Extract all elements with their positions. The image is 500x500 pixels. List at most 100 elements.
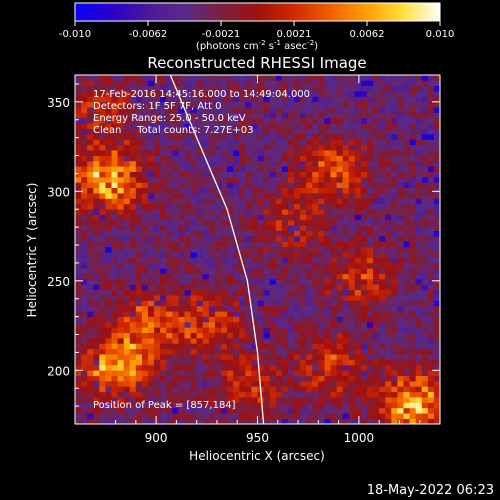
heatmap-cell [373, 160, 380, 167]
heatmap-cell [233, 364, 240, 371]
heatmap-cell [75, 418, 82, 424]
heatmap-cell [202, 311, 210, 317]
heatmap-cell [148, 139, 155, 146]
heatmap-cell [141, 391, 149, 398]
heatmap-cell [433, 128, 440, 135]
heatmap-cell [348, 295, 356, 301]
heatmap-cell [397, 236, 404, 242]
heatmap-cell [87, 375, 94, 382]
heatmap-cell [269, 182, 277, 189]
heatmap-cell [403, 418, 410, 424]
heatmap-cell [287, 370, 295, 376]
heatmap-cell [318, 85, 325, 92]
heatmap-cell [379, 391, 386, 398]
heatmap-cell [166, 139, 173, 146]
heatmap-cell [287, 198, 295, 205]
heatmap-cell [354, 327, 362, 334]
heatmap-cell [312, 139, 319, 146]
heatmap-cell [324, 155, 331, 162]
heatmap-cell [275, 268, 283, 274]
heatmap-cell [330, 155, 337, 162]
heatmap-cell [397, 295, 404, 301]
heatmap-cell [81, 177, 88, 183]
heatmap-cell [87, 219, 94, 226]
heatmap-cell [409, 375, 416, 382]
heatmap-cell [281, 316, 289, 323]
heatmap-cell [214, 327, 222, 334]
heatmap-cell [336, 316, 343, 323]
heatmap-cell [208, 391, 216, 398]
heatmap-cell [129, 246, 137, 253]
heatmap-cell [348, 203, 356, 210]
heatmap-cell [196, 139, 204, 146]
heatmap-cell [281, 203, 289, 210]
heatmap-cell [275, 123, 283, 129]
heatmap-cell [263, 370, 270, 376]
heatmap-cell [81, 289, 88, 296]
heatmap-cell [360, 257, 368, 264]
heatmap-cell [269, 166, 277, 172]
heatmap-cell [87, 225, 94, 232]
heatmap-cell [251, 397, 258, 403]
heatmap-cell [348, 128, 356, 135]
heatmap-cell [172, 370, 179, 376]
heatmap-cell [239, 418, 246, 424]
heatmap-cell [287, 262, 295, 269]
heatmap-cell [123, 139, 131, 146]
heatmap-cell [202, 177, 210, 183]
heatmap-cell [123, 375, 131, 382]
heatmap-cell [123, 413, 131, 419]
heatmap-cell [324, 370, 331, 376]
heatmap-cell [324, 91, 331, 97]
heatmap-cell [154, 107, 161, 113]
heatmap-cell [154, 144, 161, 151]
heatmap-cell [403, 112, 410, 119]
heatmap-cell [178, 262, 185, 269]
heatmap-cell [148, 343, 155, 350]
heatmap-cell [306, 80, 313, 87]
heatmap-cell [227, 144, 234, 151]
heatmap-cell [196, 397, 204, 403]
heatmap-cell [427, 155, 435, 162]
heatmap-cell [427, 418, 435, 424]
heatmap-cell [190, 257, 197, 264]
heatmap-cell [373, 214, 380, 221]
heatmap-cell [221, 160, 228, 167]
heatmap-cell [81, 252, 88, 258]
heatmap-cell [117, 375, 124, 382]
heatmap-cell [403, 343, 410, 350]
heatmap-cell [178, 305, 185, 312]
heatmap-cell [336, 407, 343, 414]
heatmap-cell [123, 85, 131, 92]
heatmap-cell [87, 123, 94, 129]
heatmap-cell [190, 311, 197, 317]
heatmap-cell [409, 123, 416, 129]
heatmap-cell [330, 338, 337, 344]
heatmap-cell [239, 386, 246, 393]
heatmap-cell [123, 391, 131, 398]
heatmap-cell [129, 370, 137, 376]
heatmap-cell [360, 214, 368, 221]
heatmap-cell [190, 364, 197, 371]
heatmap-cell [330, 171, 337, 178]
heatmap-cell [154, 316, 161, 323]
heatmap-cell [99, 295, 106, 301]
heatmap-cell [141, 80, 149, 87]
heatmap-cell [117, 80, 124, 87]
heatmap-cell [99, 134, 106, 140]
heatmap-cell [275, 241, 283, 248]
heatmap-cell [354, 300, 362, 307]
heatmap-cell [141, 219, 149, 226]
heatmap-cell [160, 375, 167, 382]
heatmap-cell [348, 300, 356, 307]
heatmap-cell [105, 236, 112, 242]
heatmap-cell [160, 160, 167, 167]
heatmap-cell [379, 198, 386, 205]
heatmap-cell [397, 198, 404, 205]
heatmap-cell [330, 85, 337, 92]
heatmap-cell [379, 289, 386, 296]
heatmap-cell [141, 96, 149, 103]
heatmap-cell [300, 171, 307, 178]
heatmap-cell [251, 413, 258, 419]
